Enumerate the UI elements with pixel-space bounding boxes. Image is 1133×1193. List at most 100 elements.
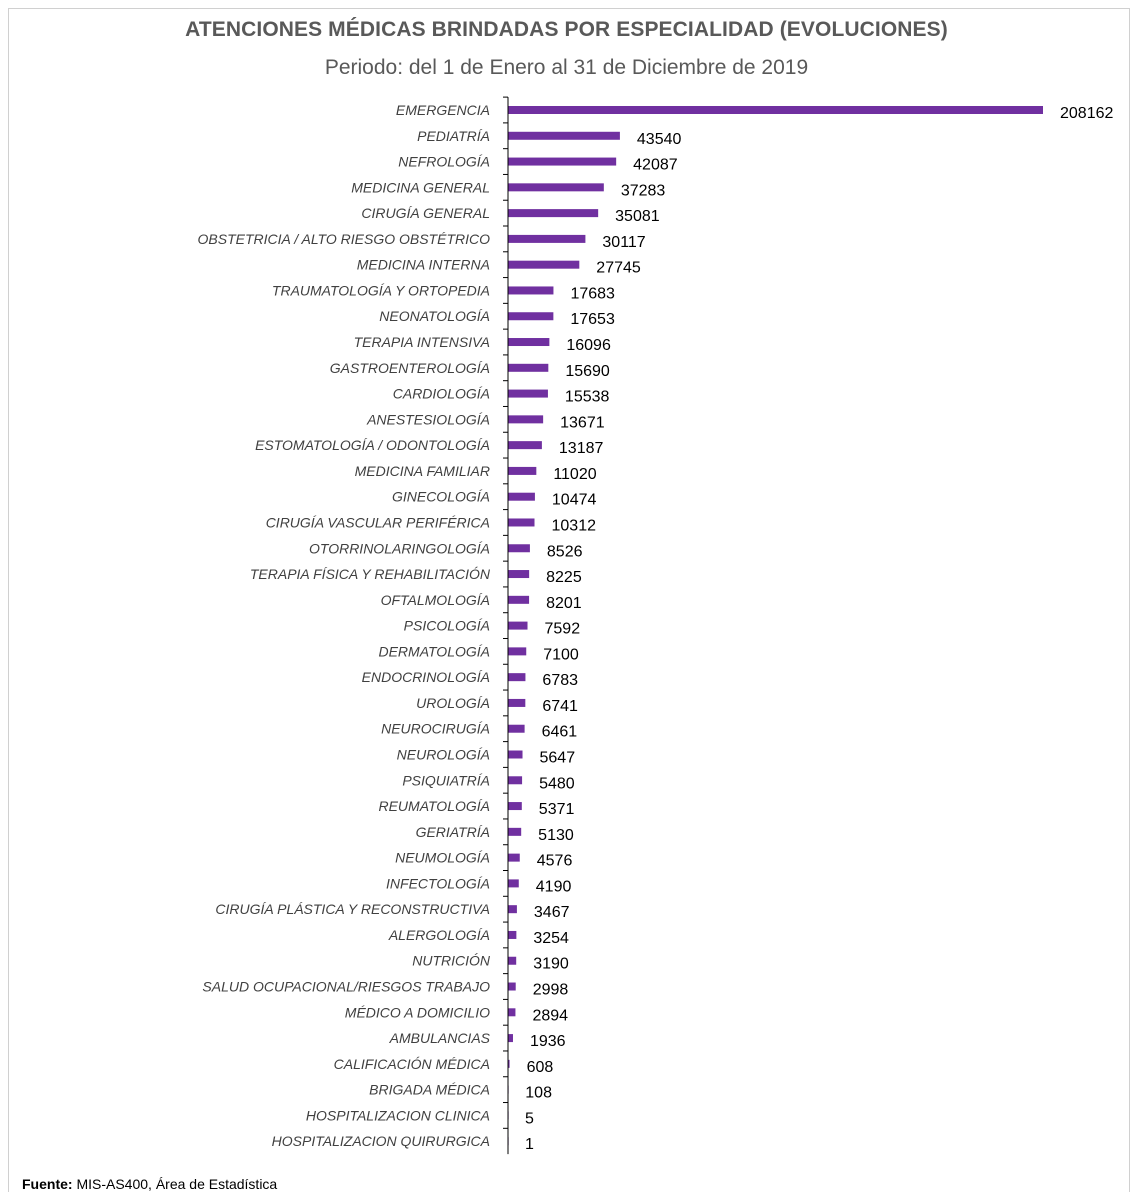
bar-psicologia: [508, 621, 528, 630]
value-label-psiquiatria: 5480: [539, 775, 575, 792]
category-label-terapia-intensiva: TERAPIA INTENSIVA: [354, 334, 490, 350]
value-label-brigada-medica: 108: [525, 1085, 552, 1102]
source-text: MIS-AS400, Área de Estadística: [76, 1176, 278, 1192]
bar-nefrologia: [508, 157, 617, 166]
value-label-cirugia-plastica-y-reconstructiva: 3467: [534, 904, 570, 921]
value-label-hospitalizacion-quirurgica: 1: [525, 1136, 534, 1153]
category-label-emergencia: EMERGENCIA: [396, 102, 490, 118]
category-label-psiquiatria: PSIQUIATRÍA: [402, 772, 490, 788]
category-label-cirugia-general: CIRUGÍA GENERAL: [361, 205, 490, 221]
value-label-dermatologia: 7100: [543, 646, 579, 663]
category-label-hospitalizacion-quirurgica: HOSPITALIZACION QUIRURGICA: [272, 1133, 490, 1149]
category-label-endocrinologia: ENDOCRINOLOGÍA: [362, 669, 490, 685]
chart-title: ATENCIONES MÉDICAS BRINDADAS POR ESPECIA…: [185, 18, 948, 41]
value-label-geriatria: 5130: [538, 827, 574, 844]
category-label-pediatria: PEDIATRÍA: [417, 128, 490, 144]
bar-geriatria: [508, 827, 522, 836]
bar-terapia-fisica-y-rehabilitacion: [508, 570, 530, 579]
category-label-cardiologia: CARDIOLOGÍA: [393, 386, 490, 402]
category-label-nutricion: NUTRICIÓN: [412, 953, 491, 969]
source-label: Fuente:: [22, 1176, 73, 1192]
category-label-cirugia-vascular-periferica: CIRUGÍA VASCULAR PERIFÉRICA: [266, 514, 490, 530]
bar-traumatologia-y-ortopedia: [508, 286, 554, 295]
value-label-traumatologia-y-ortopedia: 17683: [570, 285, 615, 302]
category-label-cirugia-plastica-y-reconstructiva: CIRUGÍA PLÁSTICA Y RECONSTRUCTIVA: [215, 901, 490, 917]
value-label-psicologia: 7592: [545, 621, 581, 638]
value-label-cirugia-general: 35081: [615, 208, 660, 225]
value-label-emergencia: 208162: [1060, 105, 1113, 122]
bar-psiquiatria: [508, 776, 523, 785]
category-label-obstetricia-alto-riesgo-obstetrico: OBSTETRICIA / ALTO RIESGO OBSTÉTRICO: [198, 231, 491, 247]
value-label-anestesiologia: 13671: [560, 414, 605, 431]
category-label-reumatologia: REUMATOLOGÍA: [378, 798, 490, 814]
bar-ginecologia: [508, 492, 535, 501]
value-label-terapia-intensiva: 16096: [566, 337, 611, 354]
bar-cirugia-plastica-y-reconstructiva: [508, 905, 517, 914]
source-note: Fuente: MIS-AS400, Área de Estadística: [22, 1176, 277, 1192]
bar-dermatologia: [508, 647, 527, 656]
bar-neonatologia: [508, 312, 554, 321]
value-label-terapia-fisica-y-rehabilitacion: 8225: [546, 569, 582, 586]
bar-gastroenterologia: [508, 363, 549, 372]
category-label-oftalmologia: OFTALMOLOGÍA: [381, 592, 490, 608]
value-label-estomatologia-odontologia: 13187: [559, 440, 604, 457]
category-label-medicina-interna: MEDICINA INTERNA: [357, 257, 490, 273]
bar-endocrinologia: [508, 673, 526, 682]
value-label-alergologia: 3254: [533, 930, 569, 947]
bar-ambulancias: [508, 1034, 513, 1043]
bar-nutricion: [508, 956, 517, 965]
category-label-traumatologia-y-ortopedia: TRAUMATOLOGÍA Y ORTOPEDIA: [272, 282, 490, 298]
value-label-infectologia: 4190: [536, 878, 572, 895]
category-label-neumologia: NEUMOLOGÍA: [395, 850, 490, 866]
category-label-ginecologia: GINECOLOGÍA: [392, 489, 490, 505]
bar-neurologia: [508, 750, 523, 759]
bar-cirugia-general: [508, 209, 599, 218]
bar-cirugia-vascular-periferica: [508, 518, 535, 527]
bar-infectologia: [508, 879, 519, 888]
value-label-neumologia: 4576: [537, 853, 573, 870]
category-label-medico-a-domicilio: MÉDICO A DOMICILIO: [345, 1004, 490, 1020]
bar-calificacion-medica: [508, 1059, 510, 1068]
value-label-urologia: 6741: [542, 698, 578, 715]
value-label-nefrologia: 42087: [633, 157, 678, 174]
value-label-neonatologia: 17653: [570, 311, 615, 328]
category-label-medicina-general: MEDICINA GENERAL: [351, 179, 490, 195]
bar-reumatologia: [508, 802, 522, 811]
value-label-medicina-general: 37283: [621, 182, 666, 199]
value-label-salud-ocupacional-riesgos-trabajo: 2998: [533, 982, 569, 999]
bar-medico-a-domicilio: [508, 1008, 516, 1017]
value-label-endocrinologia: 6783: [542, 672, 578, 689]
value-label-neurocirugia: 6461: [542, 724, 578, 741]
value-label-nutricion: 3190: [533, 956, 569, 973]
category-label-otorrinolaringologia: OTORRINOLARINGOLOGÍA: [309, 540, 490, 556]
value-label-otorrinolaringologia: 8526: [547, 543, 583, 560]
category-label-ambulancias: AMBULANCIAS: [389, 1030, 491, 1046]
value-label-oftalmologia: 8201: [546, 595, 582, 612]
value-label-ginecologia: 10474: [552, 492, 597, 509]
category-label-estomatologia-odontologia: ESTOMATOLOGÍA / ODONTOLOGÍA: [255, 437, 490, 453]
category-label-dermatologia: DERMATOLOGÍA: [378, 643, 490, 659]
bar-medicina-familiar: [508, 466, 537, 475]
category-label-nefrologia: NEFROLOGÍA: [398, 154, 490, 170]
bar-obstetricia-alto-riesgo-obstetrico: [508, 234, 586, 243]
value-label-hospitalizacion-clinica: 5: [525, 1110, 534, 1127]
category-label-neurologia: NEUROLOGÍA: [397, 747, 490, 763]
bar-oftalmologia: [508, 595, 530, 604]
value-label-ambulancias: 1936: [530, 1033, 566, 1050]
value-label-cardiologia: 15538: [565, 389, 610, 406]
value-label-obstetricia-alto-riesgo-obstetrico: 30117: [602, 234, 645, 251]
bar-pediatria: [508, 131, 620, 140]
bar-estomatologia-odontologia: [508, 441, 542, 450]
bar-alergologia: [508, 930, 517, 939]
value-label-medicina-interna: 27745: [596, 260, 641, 277]
bar-neumologia: [508, 853, 520, 862]
bar-terapia-intensiva: [508, 338, 550, 347]
bar-emergencia: [508, 106, 1043, 114]
category-label-terapia-fisica-y-rehabilitacion: TERAPIA FÍSICA Y REHABILITACIÓN: [250, 566, 491, 582]
value-label-gastroenterologia: 15690: [565, 363, 610, 380]
category-label-neonatologia: NEONATOLOGÍA: [379, 308, 490, 324]
bar-medicina-interna: [508, 260, 580, 269]
bar-otorrinolaringologia: [508, 544, 530, 553]
bar-anestesiologia: [508, 415, 544, 424]
category-label-medicina-familiar: MEDICINA FAMILIAR: [355, 463, 490, 479]
